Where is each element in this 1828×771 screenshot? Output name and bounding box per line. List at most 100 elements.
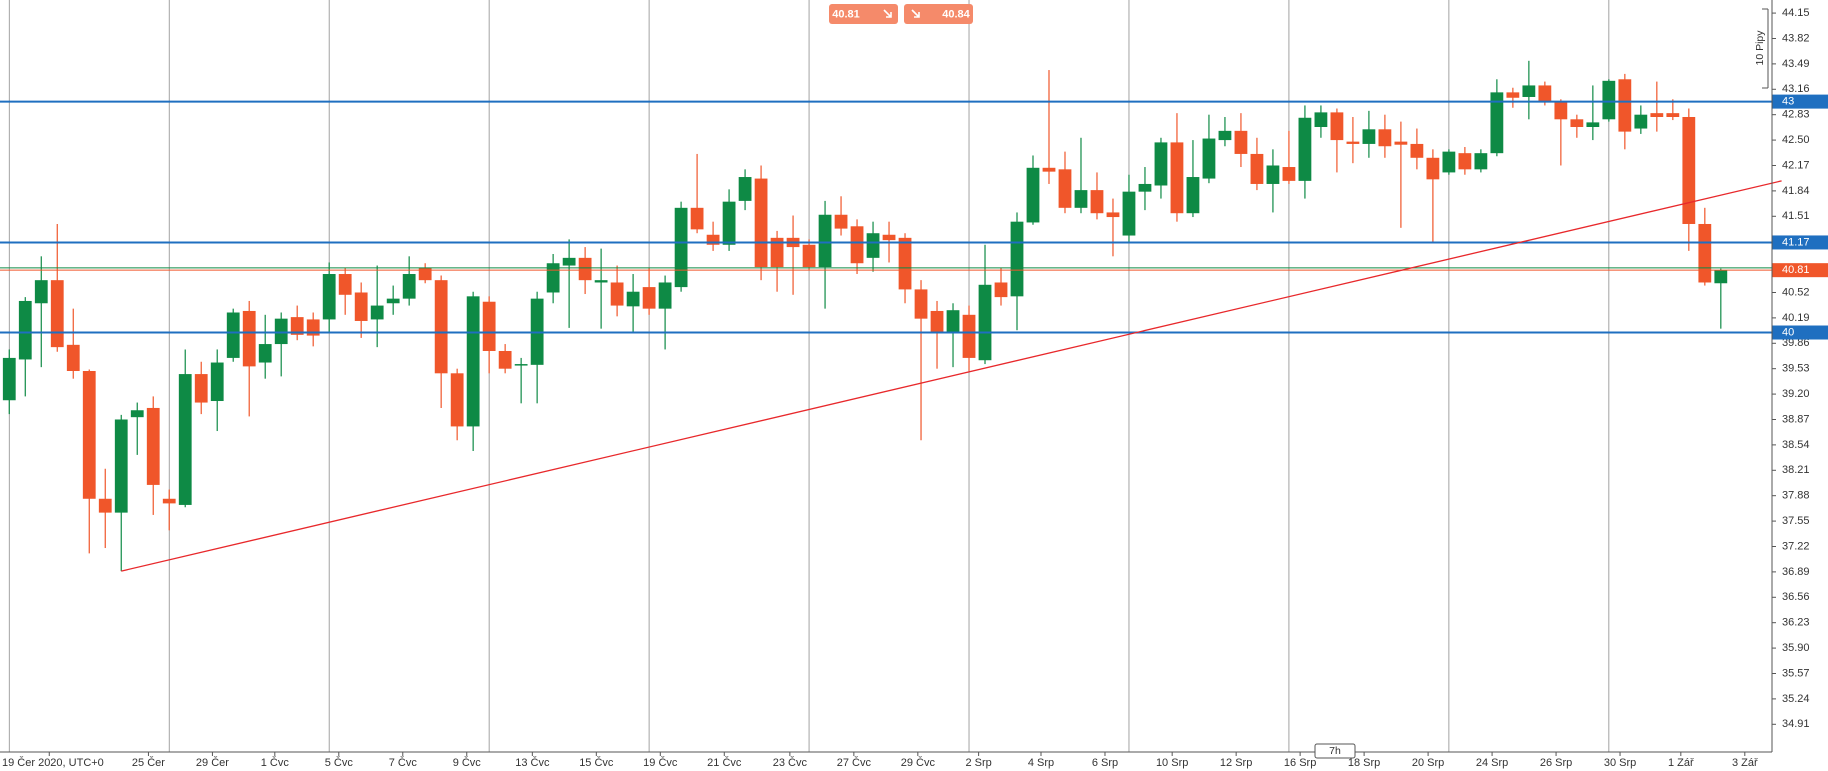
x-tick-label: 30 Srp — [1604, 757, 1636, 769]
candle-body — [1122, 191, 1136, 236]
candle-body — [1666, 113, 1680, 117]
candle-body — [498, 350, 512, 369]
marks — [2, 60, 1728, 572]
x-tick-label: 29 Čer — [196, 756, 229, 769]
candle-body — [898, 237, 912, 290]
x-tick-label: 1 Čvc — [261, 756, 290, 769]
candle-body — [818, 214, 832, 268]
candle-body — [1570, 119, 1584, 128]
candle-body — [242, 310, 256, 367]
candle-body — [1442, 151, 1456, 173]
x-tick-label: 12 Srp — [1220, 757, 1252, 769]
candle-body — [1026, 167, 1040, 223]
y-tick-label: 37.88 — [1782, 490, 1810, 502]
x-tick-label: 19 Čer 2020, UTC+0 — [2, 756, 104, 769]
candle-body — [338, 274, 352, 295]
candle-body — [722, 201, 736, 245]
x-tick-label: 19 Čvc — [643, 756, 678, 769]
buy-button[interactable] — [904, 4, 973, 24]
candle-body — [1250, 153, 1264, 184]
level-label: 43 — [1782, 96, 1794, 108]
scale-label: 10 Pipy — [1754, 30, 1766, 66]
y-tick-label: 39.53 — [1782, 363, 1810, 375]
candle-body — [1330, 112, 1344, 141]
level-label: 41.17 — [1782, 236, 1810, 248]
candle-body — [1458, 153, 1472, 170]
timeframe-label[interactable]: 7h — [1329, 745, 1341, 757]
candle-body — [1266, 165, 1280, 184]
candle-body — [1650, 113, 1664, 117]
y-tick-label: 42.83 — [1782, 109, 1810, 121]
y-tick-label: 43.82 — [1782, 32, 1810, 44]
candle-body — [162, 498, 176, 504]
sell-button[interactable] — [829, 4, 898, 24]
candle-body — [290, 317, 304, 335]
y-tick-label: 36.56 — [1782, 591, 1810, 603]
y-tick-label: 37.55 — [1782, 515, 1810, 527]
candle-body — [594, 280, 608, 283]
y-tick-label: 36.89 — [1782, 566, 1810, 578]
y-tick-label: 44.15 — [1782, 7, 1810, 19]
x-tick-label: 16 Srp — [1284, 757, 1316, 769]
candle-body — [946, 310, 960, 334]
candle-body — [482, 301, 496, 351]
x-tick-label: 9 Čvc — [453, 756, 482, 769]
candle-body — [1282, 167, 1296, 181]
candle-body — [1202, 138, 1216, 179]
buy-price[interactable]: 40.84 — [942, 8, 970, 20]
candle-body — [2, 357, 16, 401]
x-tick-label: 4 Srp — [1028, 757, 1054, 769]
candle-body — [466, 296, 480, 427]
candle-body — [1394, 141, 1408, 145]
candle-body — [50, 280, 64, 348]
buy-arrow[interactable] — [911, 9, 920, 18]
candle-body — [834, 214, 848, 229]
candle-body — [658, 282, 672, 309]
candle-body — [1154, 142, 1168, 186]
candle-body — [1426, 157, 1440, 180]
candle-body — [1714, 270, 1728, 284]
y-tick-label: 36.23 — [1782, 617, 1810, 629]
candle-body — [1314, 112, 1328, 128]
candle-body — [1090, 190, 1104, 214]
candle-body — [146, 407, 160, 485]
candle-body — [1010, 221, 1024, 297]
y-tick-label: 43.49 — [1782, 58, 1810, 70]
candle-body — [1506, 92, 1520, 98]
candle-body — [226, 312, 240, 358]
candle-body — [418, 267, 432, 281]
candle-body — [1618, 79, 1632, 132]
y-tick-label: 41.84 — [1782, 185, 1810, 197]
candle-body — [274, 318, 288, 345]
candle-body — [34, 280, 48, 304]
candle-body — [1410, 143, 1424, 158]
price-tag-label: 40.81 — [1782, 264, 1810, 276]
candle-body — [386, 298, 400, 304]
timeframe-box[interactable] — [1314, 743, 1356, 759]
y-tick-label: 35.90 — [1782, 642, 1810, 654]
y-tick-label: 35.24 — [1782, 693, 1810, 705]
level-tag — [1772, 325, 1828, 340]
y-tick-label: 38.21 — [1782, 464, 1810, 476]
sell-price[interactable]: 40.81 — [832, 8, 860, 20]
candle-body — [562, 257, 576, 266]
candle-body — [994, 282, 1008, 298]
x-tick-label: 25 Čer — [132, 756, 165, 769]
candle-body — [578, 257, 592, 281]
y-tick-label: 38.87 — [1782, 413, 1810, 425]
y-tick-label: 39.86 — [1782, 337, 1810, 349]
y-tick-label: 42.17 — [1782, 159, 1810, 171]
x-tick-label: 7 Čvc — [389, 756, 418, 769]
x-tick-label: 1 Zář — [1668, 757, 1694, 769]
candle-body — [626, 291, 640, 307]
candle-body — [610, 282, 624, 306]
candle-body — [66, 344, 80, 371]
candle-body — [690, 207, 704, 230]
candle-body — [978, 284, 992, 361]
candle-body — [98, 498, 112, 513]
candle-body — [962, 314, 976, 358]
candle-body — [1074, 190, 1088, 208]
sell-arrow[interactable] — [883, 9, 892, 18]
